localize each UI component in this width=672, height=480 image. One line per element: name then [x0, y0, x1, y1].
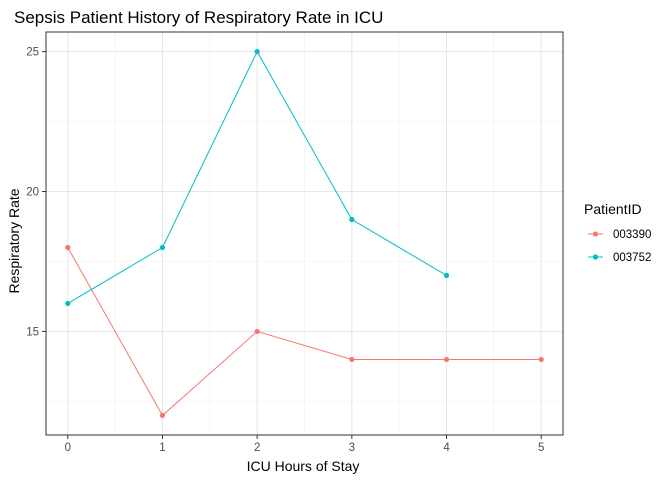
chart-title: Sepsis Patient History of Respiratory Ra…	[14, 8, 383, 27]
legend-item-003390: 003390	[588, 229, 651, 241]
series-line	[67, 247, 542, 417]
x-tick-label: 2	[254, 442, 260, 454]
legend-item-003752: 003752	[588, 252, 651, 264]
y-axis-title: Respiratory Rate	[6, 188, 22, 293]
grid-major	[46, 32, 563, 435]
y-axis-ticks: 15 20 25	[26, 47, 46, 338]
data-point	[349, 356, 355, 363]
data-point	[443, 356, 450, 363]
data-point	[159, 244, 166, 251]
plot-area	[45, 31, 564, 436]
series-003390	[65, 244, 544, 419]
x-tick-label: 3	[349, 442, 355, 454]
y-tick-label: 25	[26, 47, 39, 59]
data-point	[159, 412, 166, 419]
series-layer	[65, 48, 544, 419]
legend: PatientID 003390 003752	[584, 201, 651, 264]
data-point	[538, 356, 544, 363]
legend-key-point	[592, 254, 599, 260]
x-tick-label: 1	[159, 442, 165, 454]
y-tick-label: 15	[26, 326, 39, 338]
series-003752	[65, 48, 450, 307]
x-axis-ticks: 0 1 2 3 4 5	[65, 435, 544, 454]
legend-label: 003752	[613, 252, 651, 264]
data-point	[65, 300, 71, 307]
data-point	[254, 328, 260, 335]
data-point	[443, 272, 450, 279]
x-tick-label: 0	[65, 442, 71, 454]
legend-key-point	[592, 231, 599, 237]
y-tick-label: 20	[26, 187, 39, 199]
grid-minor	[46, 32, 563, 435]
data-point	[65, 244, 71, 251]
panel-border	[45, 31, 564, 436]
data-point	[254, 48, 260, 55]
data-point	[349, 216, 355, 223]
legend-label: 003390	[613, 229, 651, 241]
x-tick-label: 4	[443, 442, 450, 454]
x-tick-label: 5	[538, 442, 544, 454]
x-axis-title: ICU Hours of Stay	[247, 458, 360, 474]
legend-title: PatientID	[584, 201, 642, 217]
